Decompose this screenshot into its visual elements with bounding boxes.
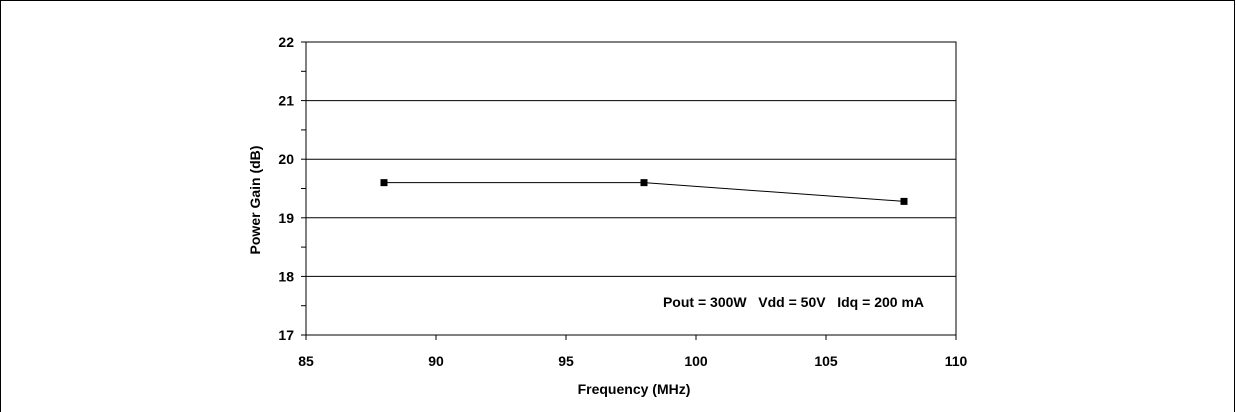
- x-tick-label: 105: [814, 353, 838, 369]
- y-tick-label: 17: [278, 327, 294, 343]
- data-point: [900, 197, 908, 205]
- y-tick-label: 21: [278, 93, 294, 109]
- test-conditions-annotation: Pout = 300W Vdd = 50V Idq = 200 mA: [663, 294, 924, 310]
- x-tick-labels: 85 90 95 100 105 110: [298, 335, 968, 369]
- x-tick-label: 100: [684, 353, 708, 369]
- x-tick-label: 85: [298, 353, 314, 369]
- y-axis-label: Power Gain (dB): [247, 146, 263, 255]
- x-tick-label: 95: [558, 353, 574, 369]
- data-point: [640, 179, 648, 187]
- y-minor-ticks: [301, 41, 306, 336]
- y-tick-labels: 17 18 19 20 21 22: [278, 34, 294, 343]
- plot-area: [305, 41, 957, 336]
- gridlines: [306, 100, 956, 277]
- y-tick-label: 22: [278, 34, 294, 50]
- data-point: [380, 179, 388, 187]
- series-group: [380, 179, 908, 205]
- y-tick-label: 19: [278, 210, 294, 226]
- y-tick-label: 18: [278, 268, 294, 284]
- x-tick-label: 110: [945, 353, 968, 369]
- x-tick-label: 90: [428, 353, 444, 369]
- x-axis-label: Frequency (MHz): [578, 381, 691, 397]
- y-tick-label: 20: [278, 151, 294, 167]
